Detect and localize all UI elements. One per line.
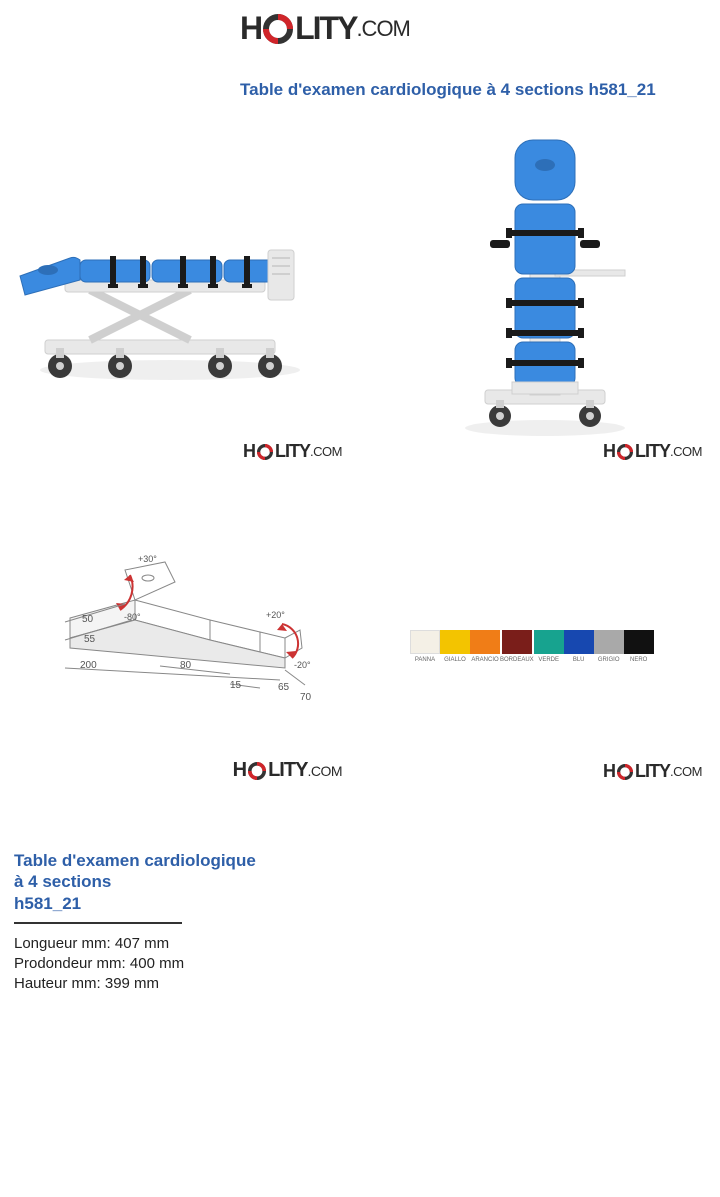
logo-text: H [243, 441, 255, 462]
logo-text: .COM [356, 16, 409, 42]
product-image-horizontal [10, 180, 330, 400]
swatch-color [534, 630, 564, 654]
swatch-label: PANNA [415, 657, 435, 663]
svg-text:80: 80 [180, 660, 192, 671]
swatch-color [440, 630, 470, 654]
swatch-blu: BLU [564, 630, 594, 663]
dimensions-diagram: +30° -80° +20° -20° 50 55 200 80 15 65 7… [30, 540, 330, 730]
dimensions-diagram-cell: +30° -80° +20° -20° 50 55 200 80 15 65 7… [0, 470, 360, 790]
logo-text: LITY [635, 761, 670, 782]
svg-text:65: 65 [278, 682, 290, 693]
swatch-verde: VERDE [534, 630, 564, 663]
product-image-cell-vertical: H LITY.COM [360, 110, 720, 470]
brand-logo: H LITY.COM [603, 761, 702, 782]
swatch-label: BLU [573, 657, 585, 663]
page-title: Table d'examen cardiologique à 4 section… [240, 80, 656, 100]
svg-text:-20°: -20° [294, 660, 311, 670]
svg-text:+20°: +20° [266, 610, 285, 620]
logo-text: .COM [670, 764, 702, 779]
swatch-color [502, 630, 532, 654]
info-title-line2: à 4 sections [14, 872, 111, 891]
svg-text:70: 70 [300, 692, 312, 703]
logo-text: H [233, 759, 246, 782]
svg-text:200: 200 [80, 660, 97, 671]
swatch-label: ARANCIO [471, 657, 498, 663]
product-info: Table d'examen cardiologique à 4 section… [14, 850, 256, 995]
swatch-label: VERDE [538, 657, 559, 663]
logo-text: LITY [295, 10, 356, 47]
color-swatches: PANNA GIALLO ARANCIOBORDEAUX VERDE BLU GRIGIO… [410, 630, 654, 663]
swatch-giallo: GIALLO [440, 630, 470, 663]
svg-text:55: 55 [84, 634, 96, 645]
swatch-label: NERO [630, 657, 647, 663]
brand-logo: H LITY.COM [233, 759, 342, 782]
product-image-cell-horizontal: H LITY.COM [0, 110, 360, 470]
logo-text: .COM [307, 763, 342, 779]
dim-hauteur: Hauteur mm: 399 mm [14, 974, 256, 994]
product-dimensions: Longueur mm: 407 mm Prodondeur mm: 400 m… [14, 934, 256, 995]
swatch-arancio: ARANCIO [470, 630, 500, 663]
swatch-label: GIALLO [444, 657, 466, 663]
swatch-label: BORDEAUX [500, 657, 534, 663]
logo-o-icon [617, 764, 633, 780]
info-divider [14, 922, 182, 924]
svg-text:-80°: -80° [124, 612, 141, 622]
logo-o-icon [617, 444, 633, 460]
swatch-panna: PANNA [410, 630, 440, 663]
brand-logo: H LITY.COM [603, 441, 702, 462]
info-title-line1: Table d'examen cardiologique [14, 851, 256, 870]
dim-profondeur: Prodondeur mm: 400 mm [14, 954, 256, 974]
brand-logo: H LITY.COM [243, 441, 342, 462]
swatch-color [564, 630, 594, 654]
logo-text: LITY [275, 441, 310, 462]
logo-text: H [603, 761, 615, 782]
swatch-nero: NERO [624, 630, 654, 663]
logo-text: H [603, 441, 615, 462]
svg-text:50: 50 [82, 614, 94, 625]
product-image-vertical [430, 130, 660, 440]
logo-text: LITY [268, 759, 307, 782]
swatch-color [470, 630, 500, 654]
logo-o-icon [263, 14, 293, 44]
brand-logo: H LITY.COM [240, 10, 410, 47]
swatch-color [624, 630, 654, 654]
product-info-title: Table d'examen cardiologique à 4 section… [14, 850, 256, 914]
logo-text: H [240, 10, 261, 47]
info-title-line3: h581_21 [14, 894, 81, 913]
svg-text:+30°: +30° [138, 554, 157, 564]
swatch-color [410, 630, 440, 654]
swatch-color [594, 630, 624, 654]
logo-o-icon [248, 762, 266, 780]
product-image-grid: HLITY.COM [0, 110, 720, 790]
swatch-grigio: GRIGIO [594, 630, 624, 663]
color-swatches-cell: PANNA GIALLO ARANCIOBORDEAUX VERDE BLU GRIGIO… [360, 470, 720, 790]
logo-text: .COM [310, 444, 342, 459]
dim-longueur: Longueur mm: 407 mm [14, 934, 256, 954]
logo-o-icon [257, 444, 273, 460]
swatch-bordeaux: BORDEAUX [500, 630, 534, 663]
swatch-label: GRIGIO [598, 657, 620, 663]
svg-text:15: 15 [230, 680, 242, 691]
logo-text: LITY [635, 441, 670, 462]
logo-text: .COM [670, 444, 702, 459]
